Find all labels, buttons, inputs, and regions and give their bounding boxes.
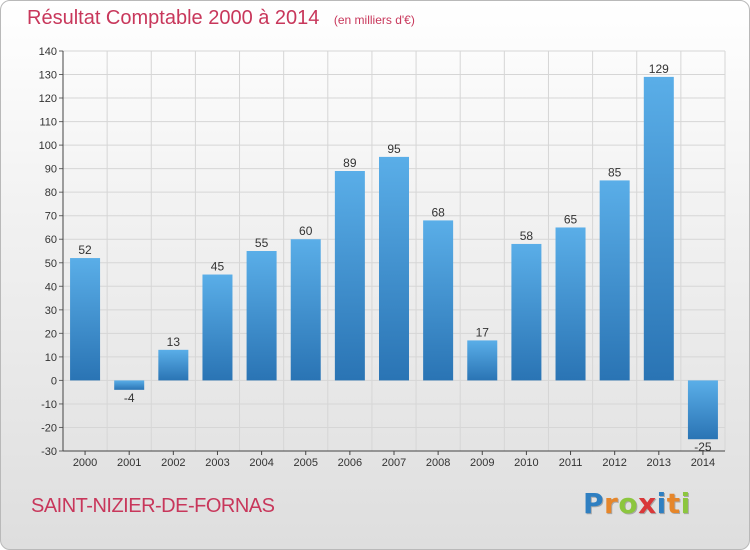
data-label: 17 xyxy=(476,325,490,339)
y-tick-label: 30 xyxy=(45,305,57,317)
y-tick-label: 50 xyxy=(45,258,57,270)
x-tick-label: 2007 xyxy=(382,457,406,469)
data-label: 95 xyxy=(387,142,401,156)
logo-letter: P xyxy=(583,487,605,520)
x-tick-label: 2011 xyxy=(559,457,583,469)
bar xyxy=(379,156,409,381)
bar xyxy=(246,251,277,381)
y-tick-label: 90 xyxy=(45,164,57,176)
y-tick-label: -20 xyxy=(41,422,57,434)
x-tick-label: 2002 xyxy=(161,457,185,469)
commune-name: SAINT-NIZIER-DE-FORNAS xyxy=(31,495,275,517)
data-label: 55 xyxy=(255,236,269,250)
logo-letter: x xyxy=(638,487,657,520)
y-tick-label: 100 xyxy=(39,140,57,152)
bar xyxy=(555,227,586,381)
x-tick-label: 2001 xyxy=(117,457,141,469)
x-tick-label: 2014 xyxy=(691,457,715,469)
y-tick-label: 60 xyxy=(45,234,57,246)
bar xyxy=(114,380,145,390)
y-tick-label: 0 xyxy=(51,375,57,387)
y-tick-label: 130 xyxy=(39,70,57,82)
x-tick-label: 2010 xyxy=(514,457,538,469)
x-tick-label: 2004 xyxy=(249,457,273,469)
y-tick-label: 20 xyxy=(45,328,57,340)
logo-letter: t xyxy=(666,487,681,520)
bar xyxy=(202,274,233,381)
logo-letter: o xyxy=(618,487,639,520)
y-tick-label: 10 xyxy=(45,352,57,364)
x-tick-label: 2006 xyxy=(338,457,362,469)
proxiti-logo: Proxiti xyxy=(583,487,691,520)
data-label: 60 xyxy=(299,224,313,238)
data-label: 129 xyxy=(649,62,669,76)
bar xyxy=(511,243,542,381)
data-label: -4 xyxy=(124,391,135,405)
bar xyxy=(290,239,321,381)
chart-title: Résultat Comptable 2000 à 2014 (en milli… xyxy=(27,7,415,30)
bar xyxy=(423,220,454,381)
x-tick-label: 2008 xyxy=(426,457,450,469)
y-tick-label: 40 xyxy=(45,281,57,293)
data-label: -25 xyxy=(694,440,712,454)
bar xyxy=(687,380,718,440)
y-tick-label: -10 xyxy=(41,399,57,411)
y-tick-label: 80 xyxy=(45,187,57,199)
logo-letter: i xyxy=(656,487,667,520)
data-label: 45 xyxy=(211,260,225,274)
title-unit: (en milliers d'€) xyxy=(333,13,415,27)
logo-letter: r xyxy=(604,487,619,520)
y-tick-label: 70 xyxy=(45,211,57,223)
x-tick-label: 2005 xyxy=(293,457,317,469)
bar xyxy=(599,180,630,381)
bar xyxy=(467,340,498,381)
bar xyxy=(158,349,189,381)
logo-letter: i xyxy=(680,487,691,520)
x-tick-label: 2012 xyxy=(602,457,626,469)
data-label: 13 xyxy=(167,335,181,349)
y-tick-label: 120 xyxy=(39,93,57,105)
y-tick-label: 110 xyxy=(39,117,57,129)
bar xyxy=(334,171,365,381)
x-tick-label: 2003 xyxy=(205,457,229,469)
bar xyxy=(70,258,101,381)
y-tick-label: -30 xyxy=(41,446,57,458)
data-label: 89 xyxy=(343,156,357,170)
data-label: 58 xyxy=(520,229,534,243)
data-label: 85 xyxy=(608,165,622,179)
data-label: 68 xyxy=(431,205,445,219)
title-text: Résultat Comptable 2000 à 2014 xyxy=(27,7,320,29)
data-label: 65 xyxy=(564,212,578,226)
x-tick-label: 2013 xyxy=(647,457,671,469)
data-label: 52 xyxy=(78,243,92,257)
bar xyxy=(643,76,674,381)
x-tick-label: 2009 xyxy=(470,457,494,469)
x-tick-label: 2000 xyxy=(73,457,97,469)
y-tick-label: 140 xyxy=(39,46,57,58)
